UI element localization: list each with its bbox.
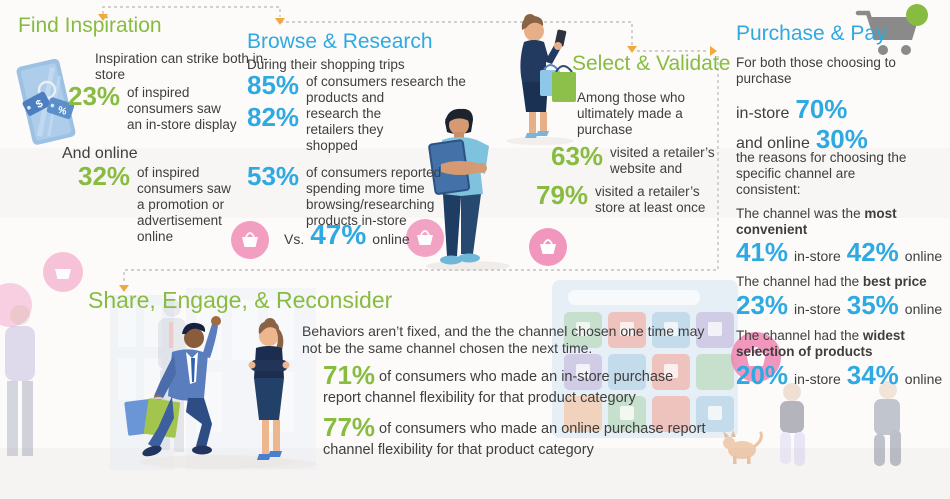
channel-label: and online	[736, 135, 810, 152]
share-engage-title: Share, Engage, & Reconsider	[88, 287, 393, 313]
stat-value: 53%	[247, 161, 300, 191]
stat-text: visited a retailer’s website and	[610, 145, 715, 176]
reason-convenient-text: The channel was the most convenient	[736, 206, 936, 238]
reason-lead: The channel was the	[736, 206, 865, 221]
select-validate-website-stat: 63% visited a retailer’s website and	[551, 143, 740, 177]
dog-illustration	[723, 430, 763, 464]
shopping-woman-illustration	[520, 14, 576, 138]
instore-value: 23%	[736, 290, 789, 320]
background-kiosk	[552, 280, 738, 438]
purchase-reasons-intro: the reasons for choosing the specific ch…	[736, 150, 907, 197]
browse-research-instore-time-stat: 53% of consumers reported spending more …	[247, 163, 456, 229]
instore-value: 41%	[736, 237, 789, 267]
instore-label: in-store	[794, 248, 841, 264]
reason-selection-values: 20% in-store 34% online	[736, 362, 942, 388]
stat-text: of consumers who made an in-store purcha…	[323, 369, 674, 407]
online-label: online	[904, 371, 943, 387]
svg-text:%: %	[56, 105, 68, 118]
background-people	[5, 299, 901, 466]
svg-text:$: $	[34, 98, 45, 111]
flow-arrow-purchase-pay	[710, 46, 717, 56]
reason-bold: best price	[862, 274, 927, 289]
share-engage-illustration	[124, 316, 290, 460]
channel-value: 30%	[815, 124, 868, 154]
shopping-basket-icon-badges	[0, 219, 781, 382]
online-label: online	[904, 301, 943, 317]
reason-lead: The channel had the	[736, 274, 863, 289]
ground-shadows	[140, 137, 574, 469]
reason-convenient-values: 41% in-store 42% online	[736, 239, 942, 265]
stat-value: 47%	[310, 219, 367, 250]
share-engage-instore-stat: 71% of consumers who made an in-store pur…	[323, 362, 713, 409]
stat-text: research the retailers they shopped	[306, 106, 384, 153]
price-tags-icon: $ %	[16, 58, 76, 145]
flow-arrow-select-validate	[627, 46, 637, 53]
browse-research-retailers-stat: 82% research the retailers they shopped	[247, 104, 401, 154]
online-value: 42%	[846, 237, 899, 267]
background-buildings	[110, 288, 316, 470]
find-inspiration-online-stat: 32% of inspired consumers saw a promotio…	[78, 163, 242, 245]
share-engage-online-stat: 77% of consumers who made an online purch…	[323, 414, 713, 461]
find-inspiration-title: Find Inspiration	[18, 14, 162, 37]
purchase-instore-share: in-store 70%	[736, 96, 847, 123]
instore-label: in-store	[794, 371, 841, 387]
reason-bold: widest selection of products	[736, 328, 905, 359]
reason-lead: The channel had the	[736, 328, 863, 343]
stat-value: 23%	[68, 81, 121, 111]
stat-text: online	[372, 231, 410, 247]
online-label: online	[904, 248, 943, 264]
select-validate-store-stat: 79% visited a retailer’s store at least …	[536, 182, 727, 216]
instore-value: 20%	[736, 360, 789, 390]
browse-research-intro: During their shopping trips	[247, 57, 405, 72]
flow-arrow-browse-research	[275, 18, 285, 25]
stat-text: visited a retailer’s store at least once	[595, 184, 706, 215]
and-online-heading: And online	[62, 145, 138, 162]
reason-price-text: The channel had the best price	[736, 274, 936, 290]
flow-arrow-find-inspiration	[98, 14, 108, 21]
online-value: 35%	[846, 290, 899, 320]
purchase-pay-title: Purchase & Pay	[736, 22, 887, 45]
reason-bold: most convenient	[736, 206, 897, 237]
stat-text: of consumers research the products and	[306, 74, 466, 105]
stat-value: 77%	[323, 412, 376, 442]
purchase-pay-intro: For both those choosing to purchase	[736, 55, 896, 86]
instore-label: in-store	[794, 301, 841, 317]
stat-text: of inspired consumers saw an in-store di…	[127, 85, 237, 132]
browse-research-products-stat: 85% of consumers research the products a…	[247, 72, 474, 106]
find-inspiration-instore-stat: 23% of inspired consumers saw an in-stor…	[68, 83, 239, 133]
browse-research-online-time-stat: Vs. 47% online	[284, 221, 410, 249]
flow-arrow-share-engage	[119, 285, 129, 292]
shopping-cart-icon	[855, 4, 928, 55]
stat-value: 32%	[78, 161, 131, 191]
browse-research-title: Browse & Research	[247, 30, 433, 53]
stat-text: of inspired consumers saw a promotion or…	[137, 165, 231, 244]
stat-text: of consumers reported spending more time…	[306, 165, 442, 228]
stat-value: 82%	[247, 102, 300, 132]
channel-value: 70%	[795, 94, 848, 124]
online-value: 34%	[846, 360, 899, 390]
reason-selection-text: The channel had the widest selection of …	[736, 328, 936, 360]
purchase-online-share: and online 30%	[736, 126, 868, 153]
share-engage-intro: Behaviors aren’t fixed, and the the chan…	[302, 323, 705, 357]
stat-value: 63%	[551, 141, 604, 171]
stat-value: 85%	[247, 70, 300, 100]
stat-text: of consumers who made an online purchase…	[323, 421, 706, 459]
find-inspiration-intro: Inspiration can strike both in-store	[95, 51, 268, 82]
vs-label: Vs.	[284, 231, 305, 247]
select-validate-title: Select & Validate	[572, 52, 731, 75]
stat-value: 71%	[323, 360, 376, 390]
reason-price-values: 23% in-store 35% online	[736, 292, 942, 318]
waving-man-illustration	[124, 316, 221, 457]
select-validate-intro: Among those who ultimately made a purcha…	[577, 90, 686, 137]
standing-woman-illustration	[248, 318, 290, 460]
channel-label: in-store	[736, 105, 790, 122]
stat-value: 79%	[536, 180, 589, 210]
man-with-tablet-illustration	[428, 108, 489, 265]
